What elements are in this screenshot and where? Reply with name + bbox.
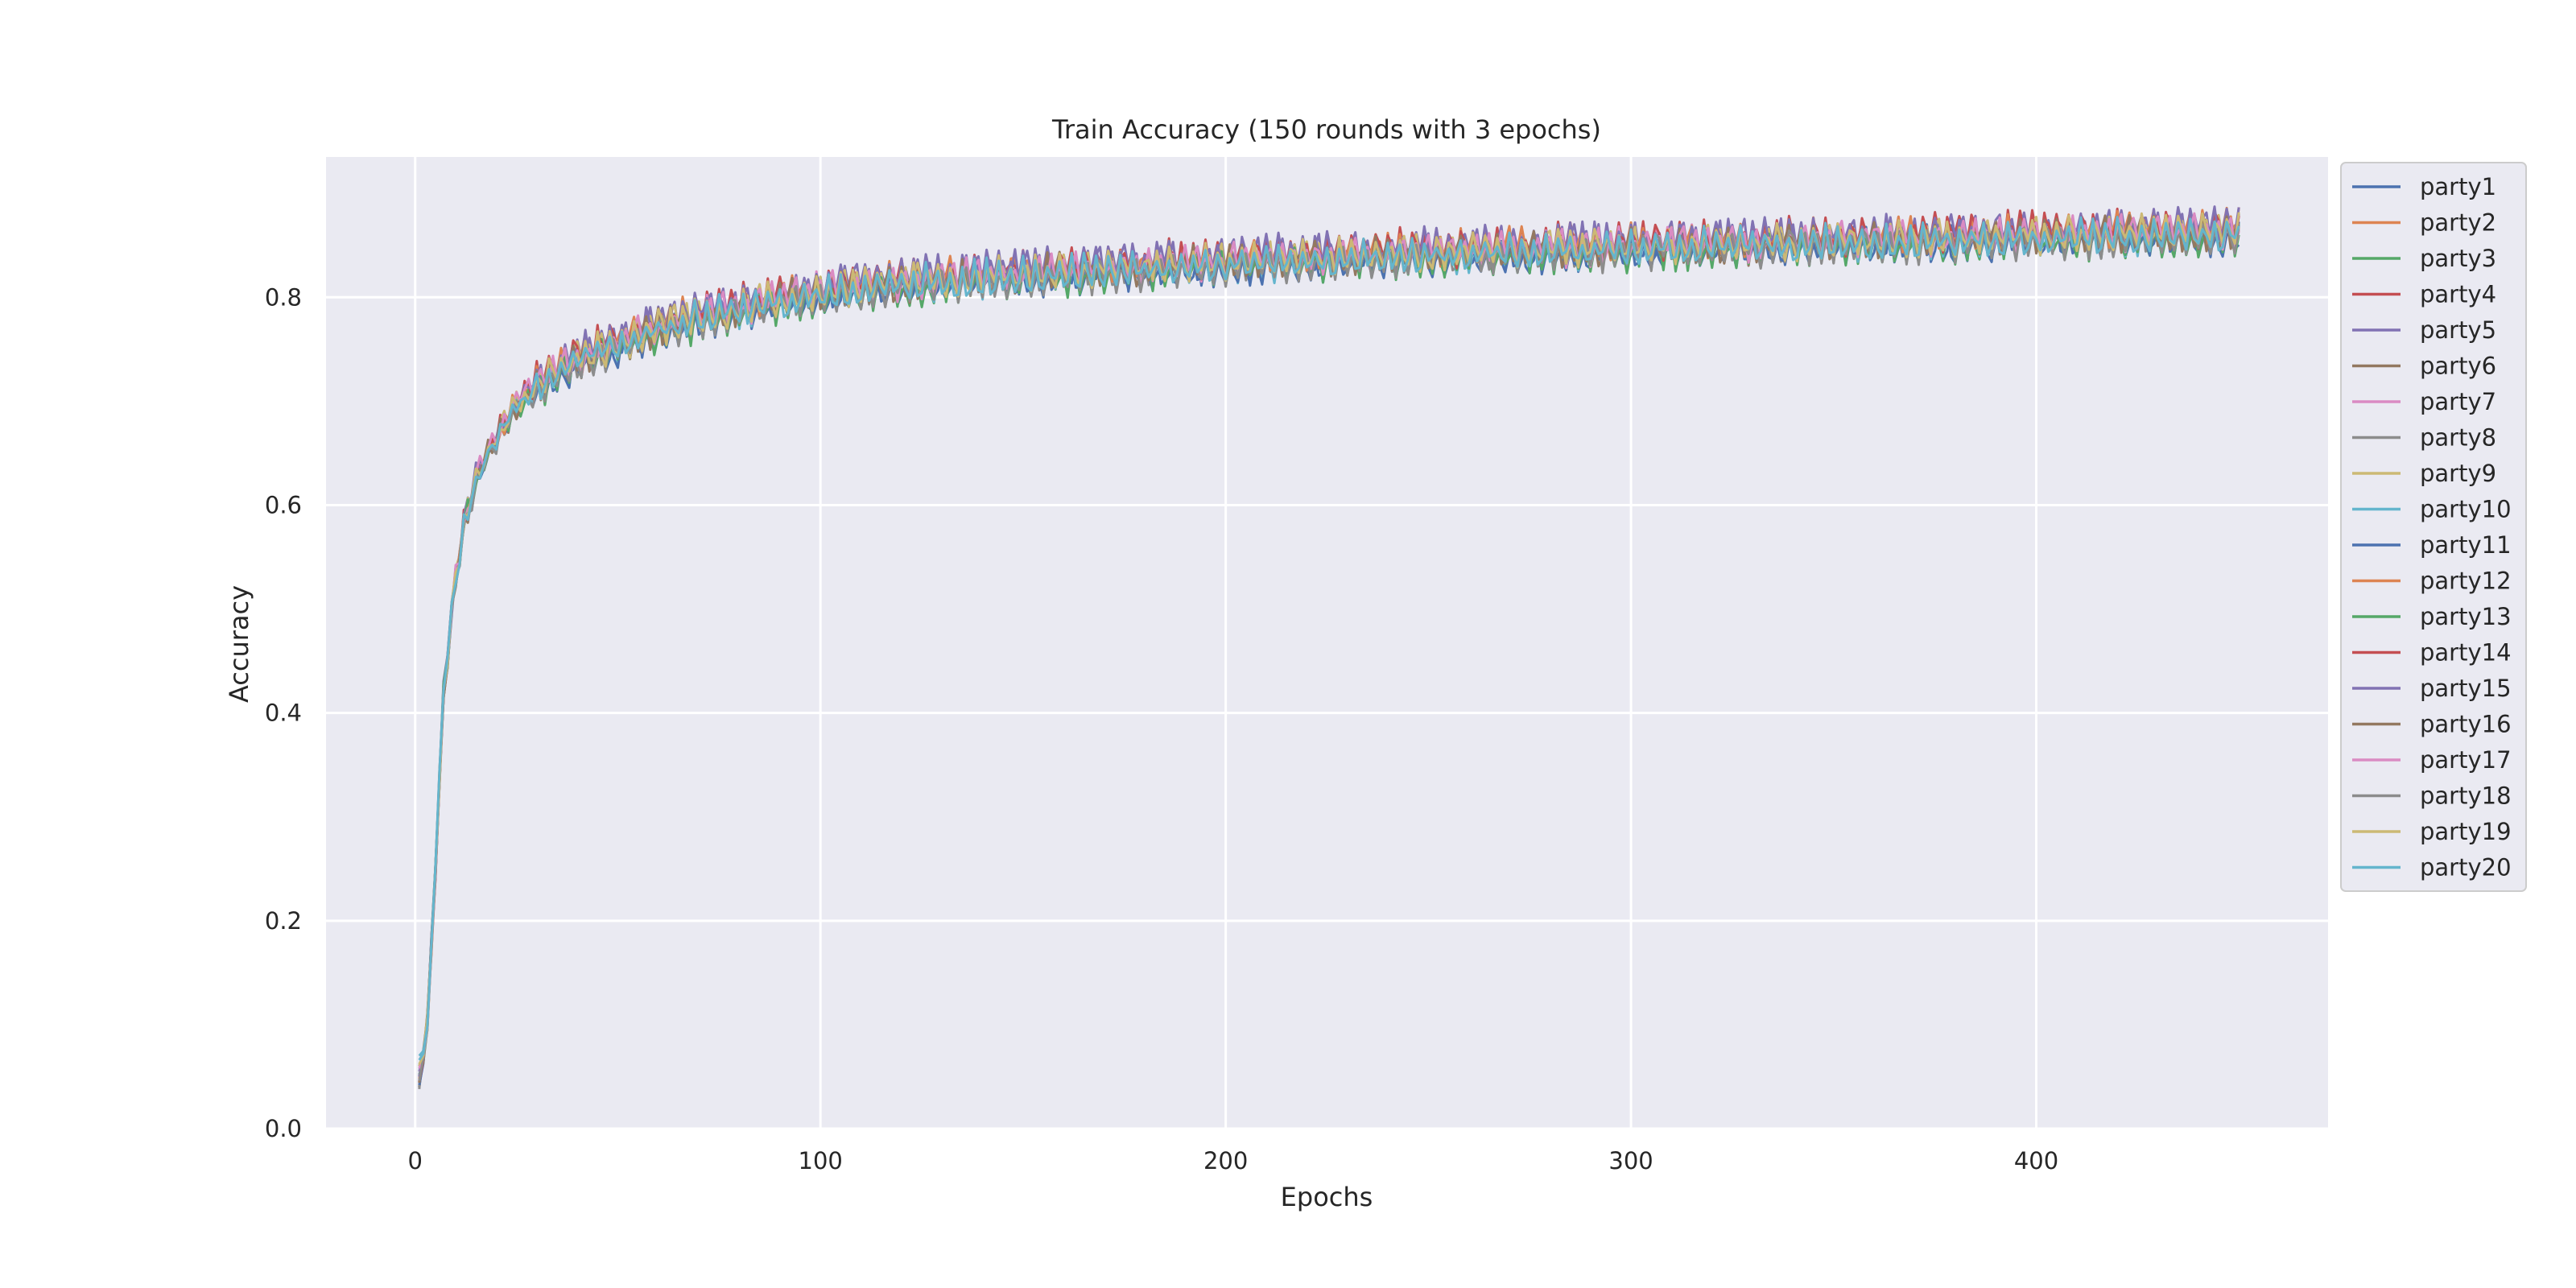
- legend-label: party17: [2420, 746, 2512, 774]
- y-tick-label: 0.8: [265, 283, 302, 311]
- legend-label: party10: [2420, 496, 2512, 523]
- series-lines: [418, 205, 2240, 1090]
- legend-label: party13: [2420, 603, 2512, 630]
- legend-label: party11: [2420, 531, 2512, 559]
- y-axis-ticks: 0.0 0.2 0.4 0.6 0.8: [265, 283, 302, 1142]
- legend-label: party12: [2420, 568, 2512, 595]
- x-axis-ticks: 0 100 200 300 400: [408, 1147, 2059, 1174]
- series-line-party15: [418, 205, 2240, 1077]
- legend-label: party5: [2420, 316, 2496, 344]
- legend-label: party9: [2420, 460, 2496, 487]
- x-tick-label: 100: [799, 1147, 843, 1174]
- y-tick-label: 0.4: [265, 700, 302, 727]
- legend-label: party15: [2420, 675, 2512, 702]
- legend-box: [2340, 162, 2527, 892]
- legend-label: party4: [2420, 281, 2496, 308]
- x-tick-label: 0: [408, 1147, 423, 1174]
- y-tick-label: 0.0: [265, 1115, 302, 1142]
- legend-label: party16: [2420, 711, 2512, 738]
- y-tick-label: 0.6: [265, 491, 302, 518]
- legend-label: party2: [2420, 209, 2496, 237]
- x-tick-label: 400: [2014, 1147, 2058, 1174]
- x-axis-label: Epochs: [1281, 1182, 1373, 1212]
- legend-label: party1: [2420, 173, 2496, 200]
- x-tick-label: 300: [1608, 1147, 1653, 1174]
- chart-title: Train Accuracy (150 rounds with 3 epochs…: [1051, 114, 1601, 145]
- y-tick-label: 0.2: [265, 907, 302, 935]
- legend-label: party8: [2420, 424, 2496, 452]
- legend: party1 party2 party3 party4 party5 party6 part…: [2340, 162, 2527, 892]
- y-axis-label: Accuracy: [224, 585, 254, 703]
- legend-label: party14: [2420, 639, 2512, 667]
- legend-label: party20: [2420, 854, 2512, 881]
- legend-label: party19: [2420, 818, 2512, 845]
- grid-lines: [326, 157, 2328, 1130]
- legend-label: party7: [2420, 388, 2496, 415]
- legend-label: party6: [2420, 353, 2496, 380]
- legend-label: party3: [2420, 245, 2496, 272]
- series-line-party20: [418, 216, 2240, 1061]
- x-tick-label: 200: [1203, 1147, 1248, 1174]
- legend-label: party18: [2420, 782, 2512, 810]
- plot-area: [326, 157, 2328, 1129]
